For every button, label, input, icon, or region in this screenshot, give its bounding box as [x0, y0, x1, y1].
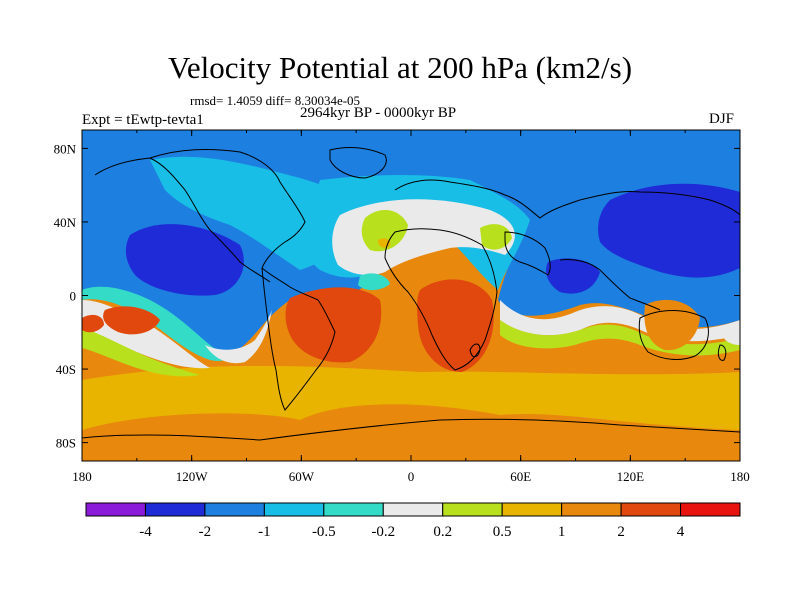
field-white-dateline — [720, 327, 740, 345]
field-blue-asia-low — [598, 183, 740, 278]
colorbar-label: -4 — [139, 524, 152, 540]
map-axis-labels: 180 120W 60W 0 60E 120E 180 80N 40N 0 40S 80S — [54, 141, 750, 484]
colorbar-label: -1 — [258, 524, 271, 540]
field-teal-pacific — [82, 286, 265, 361]
colorbar-label: 0.5 — [493, 524, 512, 540]
colorbar-label: -0.5 — [312, 524, 336, 540]
colorbar-swatch — [620, 502, 682, 517]
x-tick-label: 180 — [730, 469, 750, 484]
field-teal-spot — [358, 273, 390, 291]
field-red-dateline — [82, 314, 104, 333]
coast-africa — [384, 228, 498, 371]
x-tick-label: 120E — [617, 469, 645, 484]
field-south-orange — [82, 404, 740, 461]
experiment-text: Expt = tEwtp-tevta1 — [82, 112, 204, 128]
colorbar-swatch — [501, 502, 563, 517]
y-tick-label: 80N — [54, 141, 77, 156]
y-tick-label: 40S — [56, 362, 76, 377]
colorbar-swatch — [263, 502, 325, 517]
coast-madagascar — [469, 343, 481, 358]
field-blue-indian-low — [546, 258, 600, 294]
colorbar-label: -0.2 — [371, 524, 395, 540]
colorbar-swatch — [382, 502, 444, 517]
coast-greenland — [329, 147, 387, 179]
colorbar-label: 4 — [677, 524, 685, 540]
field-green-east-pacific — [82, 328, 200, 377]
colorbar: -4 -2 -1 -0.5 -0.2 0.2 0.5 1 2 4 — [85, 502, 741, 540]
coast-australia — [638, 310, 709, 360]
x-tick-label: 180 — [72, 469, 92, 484]
coast-eurasia-north — [394, 179, 740, 219]
colorbar-swatch — [144, 502, 206, 517]
field-red-southamerica — [285, 287, 382, 363]
field-red-africa — [417, 279, 494, 372]
field-orange-australia — [644, 299, 700, 351]
field-red-pacific — [103, 306, 160, 335]
figure-title: Velocity Potential at 200 hPa (km2/s) — [167, 50, 633, 85]
coast-new-zealand — [717, 344, 727, 361]
season-text: DJF — [709, 111, 735, 127]
coast-southeast-asia — [559, 259, 661, 311]
colorbar-swatch — [680, 502, 741, 517]
coast-arabia-india — [504, 231, 551, 276]
coastlines — [82, 147, 740, 441]
field-blue-pacific-low — [125, 224, 244, 296]
stats-text: rmsd= 1.4059 diff= 8.30034e-05 — [190, 93, 361, 108]
colorbar-swatch — [442, 502, 503, 517]
field-white-pacific — [205, 310, 272, 364]
x-tick-label: 0 — [408, 469, 415, 484]
coast-north-america-east — [149, 149, 306, 269]
y-tick-label: 0 — [70, 289, 77, 304]
y-tick-label: 40N — [54, 215, 77, 230]
colorbar-label: 0.2 — [433, 524, 452, 540]
x-tick-label: 120W — [176, 469, 209, 484]
colorbar-swatch — [204, 502, 265, 517]
colorbar-swatch — [323, 502, 384, 517]
colorbar-label: 2 — [617, 524, 625, 540]
map-axis-ticks — [81, 130, 741, 461]
colorbar-swatch — [561, 502, 622, 517]
colorbar-label: -2 — [199, 524, 212, 540]
coast-antarctica — [82, 418, 740, 441]
field-green-arabia — [480, 224, 512, 250]
x-tick-label: 60E — [510, 469, 531, 484]
period-text: 2964kyr BP - 0000kyr BP — [300, 105, 457, 121]
x-tick-label: 60W — [289, 469, 315, 484]
colorbar-label: 1 — [558, 524, 566, 540]
coast-south-america — [261, 267, 336, 411]
y-tick-label: 80S — [56, 436, 76, 451]
coast-north-america-west — [94, 157, 271, 283]
field-green-sahara — [361, 209, 408, 252]
colorbar-swatch — [85, 502, 146, 517]
